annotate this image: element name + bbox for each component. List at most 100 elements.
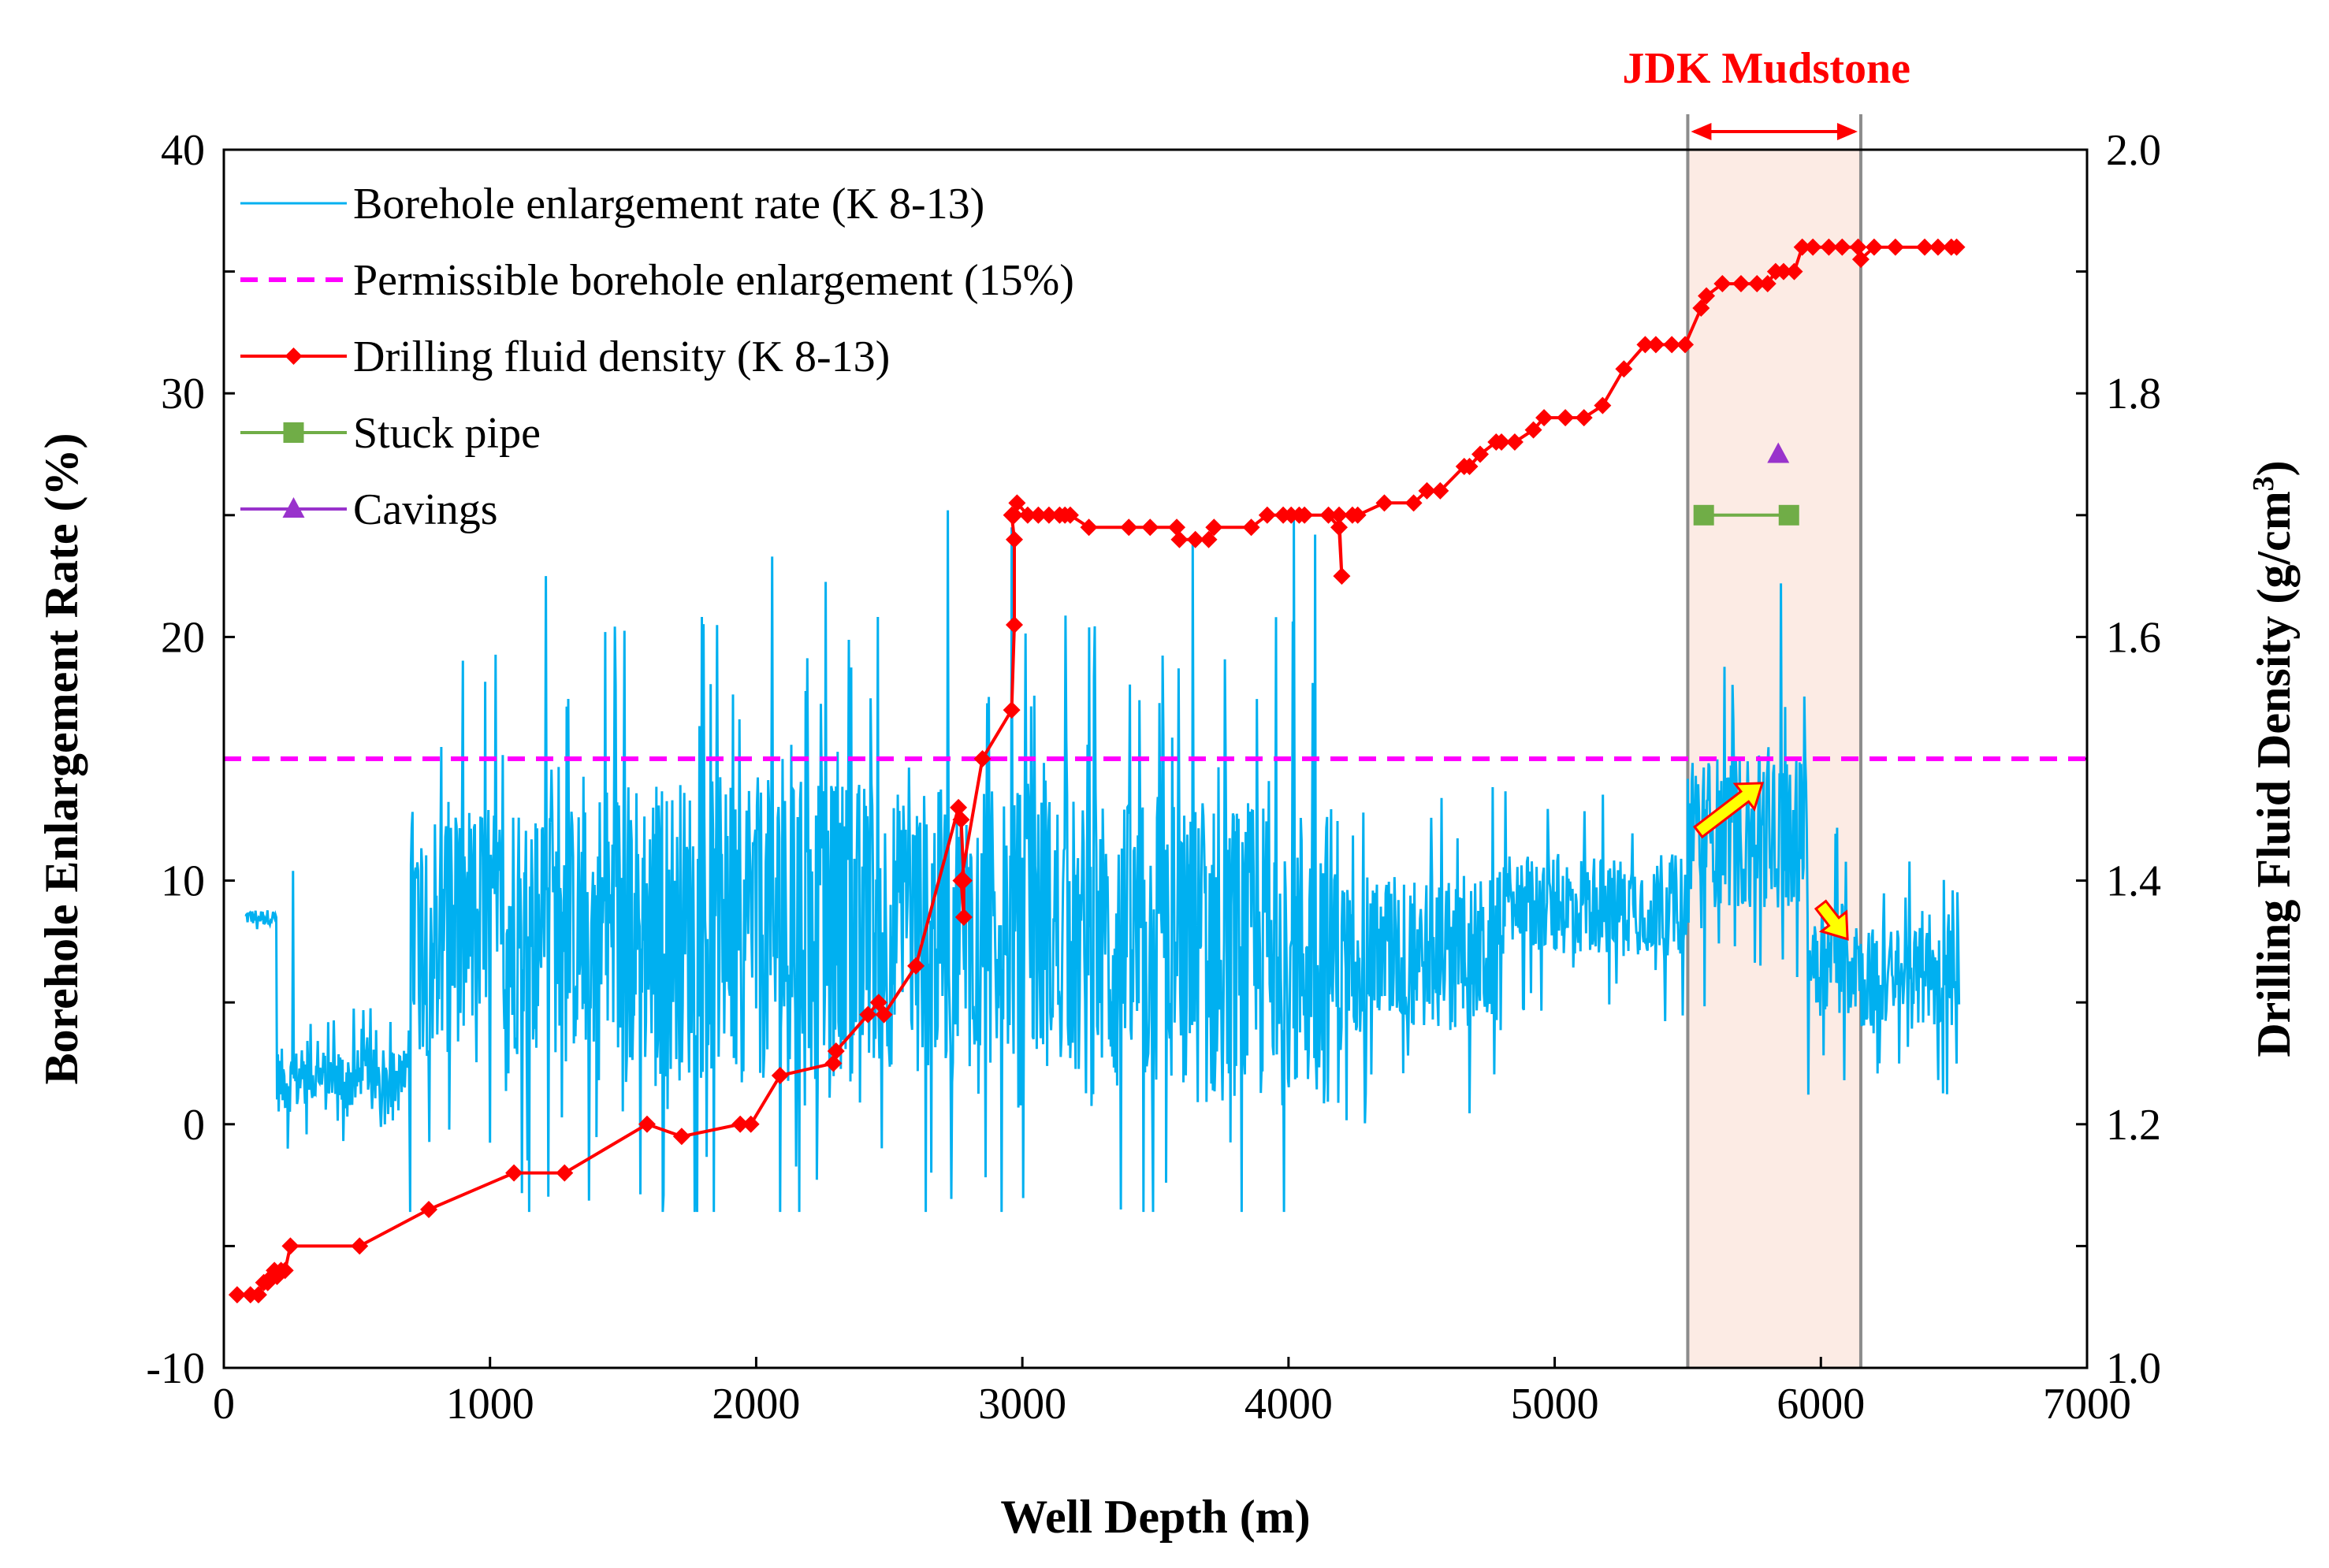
x-tick-label: 7000 xyxy=(2043,1380,2131,1429)
density-point xyxy=(1636,336,1654,354)
cavings-point xyxy=(1767,442,1790,463)
density-point xyxy=(1948,238,1966,256)
density-point xyxy=(869,994,887,1012)
legend-swatch-cavings-marker xyxy=(282,497,305,518)
density-point xyxy=(1431,481,1449,500)
jdk-arrow-head-right xyxy=(1836,123,1858,140)
density-point xyxy=(1205,518,1223,537)
x-axis-title: Well Depth (m) xyxy=(1000,1491,1310,1543)
density-point xyxy=(228,1286,246,1304)
density-point xyxy=(1692,299,1710,317)
density-point xyxy=(1330,506,1349,524)
y2-tick-label: 2.0 xyxy=(2106,126,2161,175)
density-point xyxy=(952,811,970,829)
density-point xyxy=(1006,506,1024,524)
density-point xyxy=(1804,238,1822,256)
density-point xyxy=(1333,567,1351,585)
density-point xyxy=(1535,409,1553,427)
y2-axis-title-sup: 3 xyxy=(2247,476,2280,491)
density-point xyxy=(1404,494,1423,512)
jdk-range-arrow xyxy=(1691,123,1858,140)
density-point xyxy=(771,1066,789,1084)
density-point xyxy=(1471,445,1490,463)
density-point xyxy=(556,1164,574,1182)
density-point xyxy=(1170,530,1189,548)
density-point xyxy=(1886,238,1904,256)
stuck-pipe-point xyxy=(1693,504,1714,526)
density-point xyxy=(1141,518,1159,537)
density-point xyxy=(907,957,925,975)
density-point xyxy=(638,1115,656,1133)
density-point xyxy=(1349,506,1367,524)
density-point xyxy=(1460,457,1479,475)
density-point xyxy=(505,1164,523,1182)
x-tick-label: 1000 xyxy=(446,1380,534,1429)
x-tick-label: 0 xyxy=(213,1380,235,1429)
density-point xyxy=(859,1005,877,1024)
legend-label: Cavings xyxy=(353,485,498,534)
y-tick-label: -10 xyxy=(146,1344,205,1393)
density-point xyxy=(1418,481,1436,500)
density-point xyxy=(731,1115,750,1133)
density-point xyxy=(1698,287,1716,305)
density-point xyxy=(1008,494,1026,512)
y-tick-label: 10 xyxy=(161,857,205,906)
density-point xyxy=(1732,275,1750,293)
density-point xyxy=(1748,275,1766,293)
density-point xyxy=(1006,530,1024,548)
jdk-arrow-head-left xyxy=(1691,123,1712,140)
density-point xyxy=(1319,506,1338,524)
density-point xyxy=(952,871,970,890)
density-point xyxy=(1929,238,1947,256)
x-tick-label: 6000 xyxy=(1777,1380,1865,1429)
stuck-pipe-point xyxy=(1778,504,1799,526)
density-point xyxy=(1775,262,1793,281)
legend-label: Drilling fluid density (K 8-13) xyxy=(353,333,890,381)
legend-swatch-density-marker xyxy=(285,347,303,365)
density-point xyxy=(1330,518,1349,537)
density-point xyxy=(1833,238,1851,256)
trend-up-arrow xyxy=(1692,782,1765,839)
density-point xyxy=(1061,506,1079,524)
x-tick-label: 4000 xyxy=(1244,1380,1333,1429)
borehole-enlargement-line xyxy=(244,510,1961,1213)
y2-axis-title-main: Drilling Fluid Density (g/cm xyxy=(2248,491,2300,1057)
density-point xyxy=(249,1286,267,1304)
density-point xyxy=(1524,421,1542,439)
density-point xyxy=(1296,506,1314,524)
plot-frame xyxy=(222,148,2089,1369)
density-point xyxy=(1018,506,1036,524)
jdk-mudstone-label: JDK Mudstone xyxy=(1622,44,1910,93)
density-point xyxy=(672,1128,690,1146)
density-point xyxy=(1793,238,1811,256)
density-point xyxy=(1505,433,1524,451)
y2-tick-label: 1.2 xyxy=(2106,1101,2161,1150)
y2-tick-label: 1.8 xyxy=(2106,370,2161,418)
density-point xyxy=(420,1201,438,1219)
x-tick-label: 2000 xyxy=(712,1380,800,1429)
density-point xyxy=(827,1042,845,1061)
density-point xyxy=(1713,275,1732,293)
trend-down-arrow xyxy=(1814,899,1849,941)
density-point xyxy=(276,1261,294,1280)
y2-axis-title-end: ) xyxy=(2248,460,2300,476)
legend-label: Borehole enlargement rate (K 8-13) xyxy=(353,180,984,229)
density-point xyxy=(1820,238,1838,256)
density-point xyxy=(950,798,968,816)
density-point xyxy=(1120,518,1138,537)
density-point xyxy=(954,908,973,926)
density-point xyxy=(1493,433,1511,451)
density-point xyxy=(351,1237,369,1255)
y-tick-label: 30 xyxy=(161,370,205,418)
density-point xyxy=(1168,518,1186,537)
density-point xyxy=(1849,238,1867,256)
density-point xyxy=(1851,251,1870,269)
density-point xyxy=(281,1237,299,1255)
density-point xyxy=(1200,530,1218,548)
density-point xyxy=(1186,530,1204,548)
density-point xyxy=(1006,615,1024,634)
density-point xyxy=(875,1005,893,1024)
density-point xyxy=(1040,506,1058,524)
y-tick-label: 40 xyxy=(161,126,205,175)
legend-label: Permissible borehole enlargement (15%) xyxy=(353,256,1074,305)
